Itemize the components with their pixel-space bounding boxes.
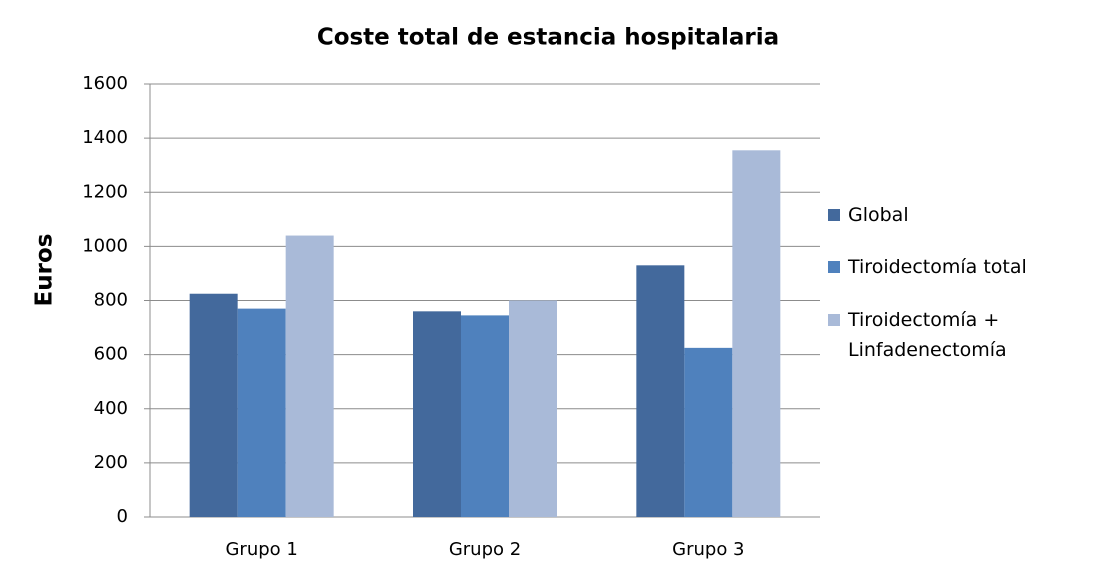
bar (189, 293, 238, 517)
legend-swatch (828, 261, 840, 274)
y-tick-label: 1600 (82, 73, 128, 94)
bar (509, 300, 557, 517)
bar (237, 308, 286, 517)
bar (684, 347, 733, 517)
legend-swatch (828, 313, 840, 326)
legend-item: Tiroidectomía total (828, 252, 1068, 282)
y-tick-label: 1000 (82, 235, 128, 256)
bar (285, 235, 334, 518)
bar (461, 315, 509, 517)
bar (732, 150, 781, 517)
y-tick-label: 600 (94, 344, 128, 365)
x-tick-label: Grupo 1 (225, 539, 297, 560)
y-tick-label: 400 (94, 398, 128, 419)
bar (636, 265, 685, 517)
y-tick-label: 0 (117, 506, 128, 527)
legend-item: Global (828, 200, 1068, 230)
y-tick-label: 1400 (82, 127, 128, 148)
y-tick-label: 200 (94, 452, 128, 473)
legend-label: Tiroidectomía + Linfadenectomía (848, 308, 1007, 362)
x-tick-label: Grupo 2 (449, 539, 521, 560)
chart-title: Coste total de estancia hospitalaria (317, 25, 779, 51)
legend-label: Tiroidectomía total (848, 256, 1027, 279)
legend: Global Tiroidectomía total Tiroidectomía +… (828, 200, 1068, 388)
legend-item: Tiroidectomía + Linfadenectomía (828, 305, 1068, 366)
legend-label: Global (848, 204, 909, 226)
y-tick-label: 800 (94, 290, 128, 311)
y-axis-label: Euros (32, 234, 58, 307)
legend-swatch (828, 209, 840, 221)
bar (413, 311, 461, 517)
x-tick-label: Grupo 3 (672, 539, 744, 560)
y-tick-label: 1200 (82, 181, 128, 202)
